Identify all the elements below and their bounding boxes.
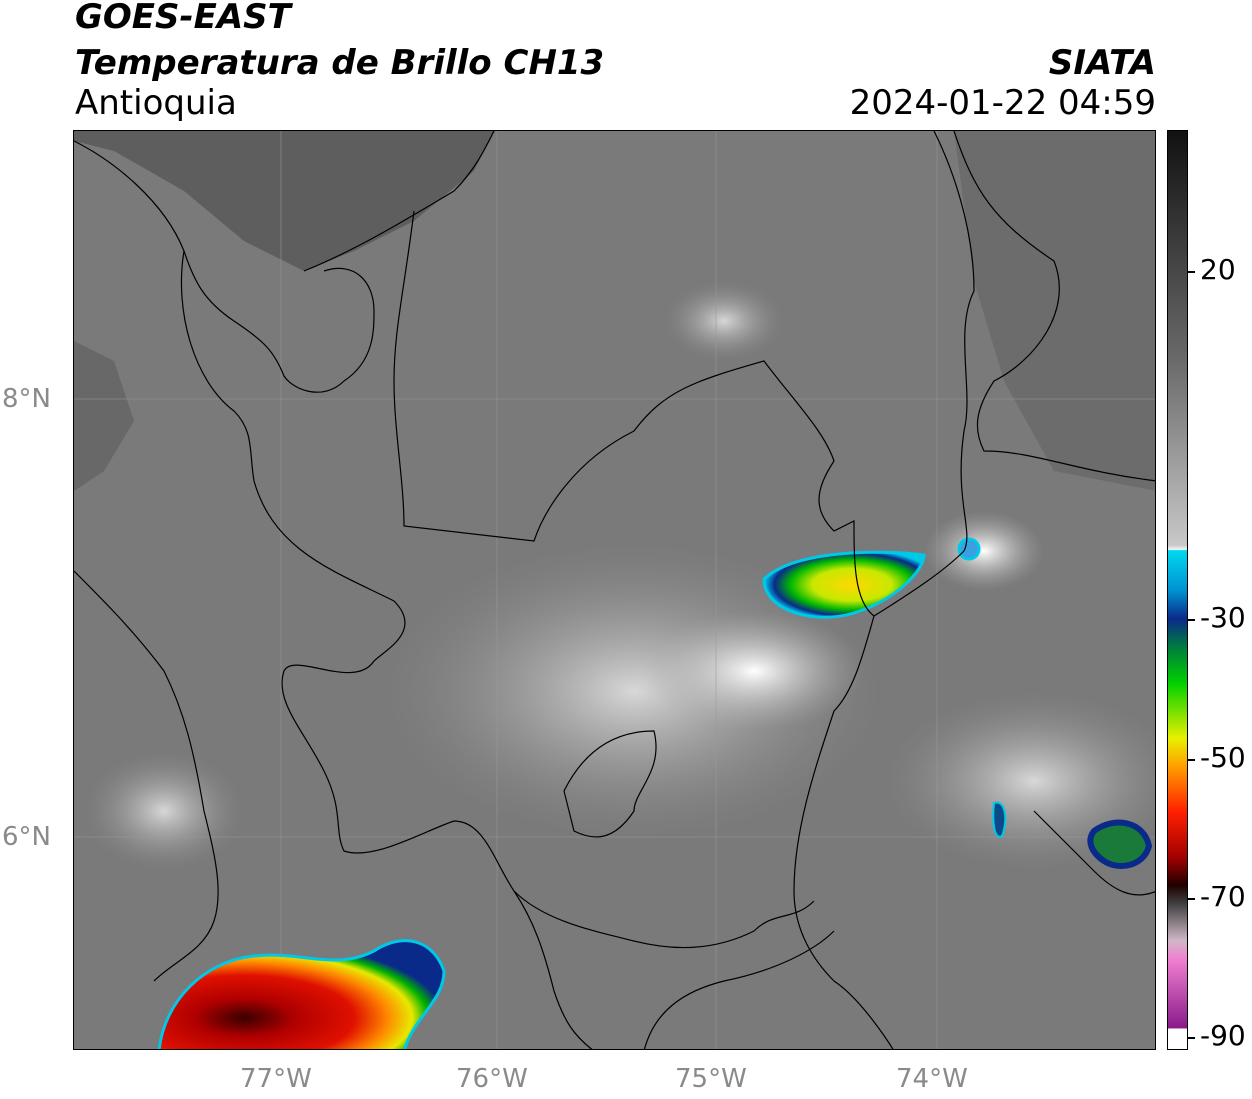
lon-label-75W: 75°W <box>675 1064 747 1094</box>
colorbar-label-minus30: -30 <box>1200 601 1246 634</box>
satellite-map <box>73 130 1156 1050</box>
colorbar-label-minus90: -90 <box>1200 1019 1246 1052</box>
cloud-west <box>84 751 244 871</box>
map-canvas <box>74 131 1155 1049</box>
storm-cell-east-2 <box>992 801 1007 838</box>
coast-pacific <box>74 570 219 982</box>
municipality-enclave <box>563 730 657 838</box>
cloud-ne <box>924 511 1044 591</box>
dept-northeast <box>953 131 1155 482</box>
lat-label-8N: 8°N <box>2 384 51 414</box>
lon-label-76W: 76°W <box>456 1064 528 1094</box>
storm-cell-small <box>957 537 981 561</box>
cloud-north <box>664 281 784 361</box>
dept-east <box>1033 810 1155 896</box>
lon-label-74W: 74°W <box>896 1064 968 1094</box>
lat-label-6N: 6°N <box>2 822 51 852</box>
dept-south-2 <box>643 930 835 1049</box>
product-title: Temperatura de Brillo CH13 <box>75 43 605 83</box>
storm-cell-east <box>1087 819 1153 869</box>
colorbar-label-minus50: -50 <box>1200 741 1246 774</box>
temperature-colorbar <box>1167 130 1188 1050</box>
caribbean-sea <box>74 131 494 271</box>
colorbar-tick <box>1188 759 1195 761</box>
storm-cell-central <box>762 550 926 619</box>
colorbar-label-minus70: -70 <box>1200 880 1246 913</box>
coast-north <box>303 131 495 272</box>
boundaries <box>74 131 1155 1049</box>
dept-west <box>180 250 593 1049</box>
storm-cell-southwest <box>157 939 446 1049</box>
colorbar-tick <box>1188 271 1195 273</box>
lon-label-77W: 77°W <box>240 1064 312 1094</box>
colorbar-tick <box>1188 898 1195 900</box>
satellite-title: GOES-EAST <box>75 0 291 37</box>
colorbar-tick <box>1188 619 1195 621</box>
dept-southeast <box>793 615 894 1049</box>
graticule <box>74 131 1155 1049</box>
dept-central <box>393 131 975 617</box>
colorbar-gradient <box>1168 131 1187 1049</box>
brand-label: SIATA <box>1048 43 1156 83</box>
coastline <box>74 140 375 393</box>
region-subtitle: Antioquia <box>75 83 237 123</box>
dept-south <box>513 890 815 949</box>
timestamp-label: 2024-01-22 04:59 <box>849 83 1156 123</box>
cloud-east <box>884 691 1155 871</box>
colorbar-tick <box>1188 1037 1195 1039</box>
gulf-region <box>74 341 134 491</box>
colorbar-label-20: 20 <box>1200 253 1236 286</box>
cloud-core <box>644 611 864 731</box>
